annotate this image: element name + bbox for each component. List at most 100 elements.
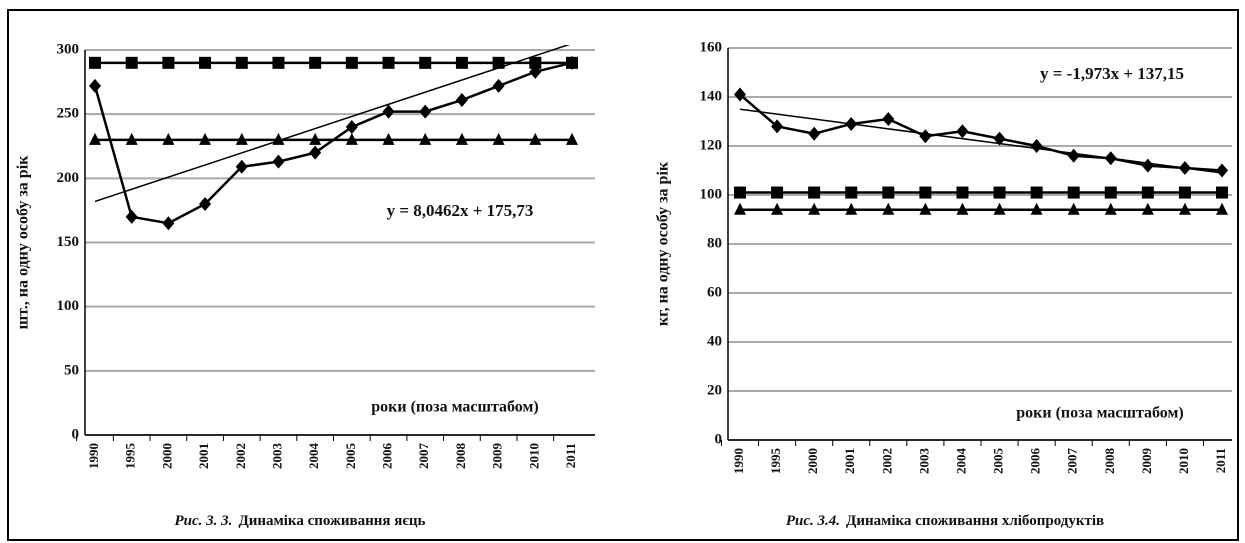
marker <box>919 129 932 144</box>
x-tick-label: 2001 <box>196 443 211 469</box>
marker <box>1216 163 1228 178</box>
x-tick-label: 2008 <box>453 443 468 470</box>
marker <box>345 120 358 134</box>
x-tick-label: 2004 <box>953 448 968 475</box>
marker <box>882 202 895 215</box>
marker <box>993 186 1006 199</box>
marker <box>1178 202 1191 215</box>
marker <box>566 132 578 145</box>
y-tick-label: 20 <box>707 382 722 398</box>
x-axis-label: роки (поза масштабом) <box>1016 405 1183 422</box>
y-tick-label: 150 <box>57 234 80 250</box>
marker <box>89 78 101 93</box>
marker <box>1067 148 1080 163</box>
marker <box>919 186 932 199</box>
marker <box>455 93 468 108</box>
y-axis-label: шт., на одну особу за рік <box>15 155 32 330</box>
marker <box>529 56 542 69</box>
marker <box>845 202 858 215</box>
marker <box>734 202 746 215</box>
y-tick-label: 40 <box>707 333 722 349</box>
y-tick-label: 80 <box>707 235 722 251</box>
marker <box>309 145 322 160</box>
x-tick-label: 2005 <box>991 448 1006 475</box>
x-tick-label: 2010 <box>526 443 541 469</box>
marker <box>1104 186 1117 199</box>
x-tick-label: 1995 <box>123 443 138 470</box>
marker <box>345 132 358 145</box>
caption-prefix: Рис. 3.4. <box>786 513 840 529</box>
marker <box>1216 202 1228 215</box>
x-tick-label: 2011 <box>1213 448 1228 473</box>
trend-line <box>94 45 571 203</box>
marker <box>125 132 138 145</box>
marker <box>309 56 322 69</box>
y-tick-label: 250 <box>57 106 80 122</box>
x-tick-label: 2005 <box>343 443 358 470</box>
marker <box>956 202 969 215</box>
y-tick-label: 300 <box>57 41 80 57</box>
x-tick-label: 2003 <box>916 448 931 475</box>
marker <box>162 132 175 145</box>
caption-text: Динаміка споживання хлібопродуктів <box>846 513 1104 529</box>
marker <box>419 132 432 145</box>
marker <box>771 202 784 215</box>
marker <box>734 87 746 102</box>
x-tick-label: 2006 <box>380 443 395 470</box>
marker <box>125 56 138 69</box>
marker <box>1104 202 1117 215</box>
marker <box>919 202 932 215</box>
marker <box>235 132 248 145</box>
caption-text: Динаміка споживання яєць <box>238 513 425 529</box>
x-tick-label: 2002 <box>879 448 894 474</box>
marker <box>1030 202 1043 215</box>
marker <box>492 132 505 145</box>
marker <box>309 132 322 145</box>
marker <box>1104 151 1117 166</box>
marker <box>993 131 1006 146</box>
marker <box>734 186 746 199</box>
marker <box>808 202 821 215</box>
y-tick-label: 50 <box>64 362 79 378</box>
marker <box>1141 186 1154 199</box>
marker <box>566 56 578 69</box>
marker <box>808 126 821 141</box>
marker <box>272 132 285 145</box>
marker <box>492 78 505 93</box>
x-tick-label: 2008 <box>1102 448 1117 475</box>
series-line <box>739 93 1223 172</box>
trend-line <box>739 108 1223 174</box>
marker <box>199 132 212 145</box>
x-tick-label: 2009 <box>1139 448 1154 475</box>
frame <box>7 9 1239 541</box>
x-tick-label: 2007 <box>1065 448 1080 475</box>
marker <box>382 132 395 145</box>
marker <box>1141 158 1154 173</box>
x-axis-label: роки (поза масштабом) <box>371 399 538 416</box>
x-tick-label: 2000 <box>159 443 174 469</box>
y-tick-label: 0 <box>715 431 723 447</box>
marker <box>162 56 175 69</box>
x-tick-label: 2007 <box>416 443 431 470</box>
caption: Рис. 3. 3. Динаміка споживання яєць <box>175 513 426 529</box>
marker <box>455 56 468 69</box>
y-tick-label: 120 <box>700 137 723 153</box>
x-tick-label: 2000 <box>805 448 820 474</box>
plot <box>734 87 1228 215</box>
x-tick-label: 1995 <box>768 448 783 475</box>
marker <box>345 56 358 69</box>
x-tick-label: 2003 <box>269 443 284 470</box>
x-tick-label: 1990 <box>86 443 101 469</box>
x-tick-label: 2002 <box>233 443 248 469</box>
marker <box>235 159 248 174</box>
marker <box>419 104 432 119</box>
x-tick-label: 2011 <box>563 443 578 468</box>
marker <box>1067 202 1080 215</box>
marker <box>845 186 858 199</box>
caption-prefix: Рис. 3. 3. <box>175 513 233 529</box>
marker <box>956 124 969 139</box>
marker <box>808 186 821 199</box>
y-axis-label: кг, на одну особу за рік <box>655 161 672 326</box>
equation: y = 8,0462x + 175,73 <box>387 201 534 220</box>
